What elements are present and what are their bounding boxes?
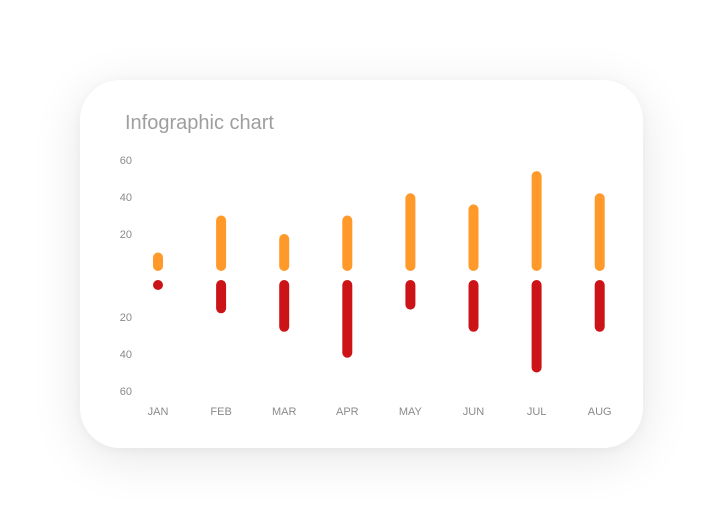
lower-tick-label: 20 [120,312,132,324]
lower-series-bars [153,280,605,373]
upper-bar [468,204,479,271]
month-label: JAN [148,406,169,418]
lower-bar [216,280,227,314]
upper-bar [153,252,163,271]
lower-bar [468,280,479,332]
month-label: JUN [463,406,484,418]
upper-tick-label: 20 [120,229,132,241]
lower-bar [342,280,353,358]
upper-bar [405,193,416,271]
lower-bar [153,280,163,290]
month-label: AUG [588,406,612,418]
upper-tick-label: 60 [120,155,132,167]
month-label: APR [336,406,359,418]
lower-tick-label: 60 [120,386,132,398]
upper-bar [279,234,290,271]
lower-axis-ticks: 20 40 60 [120,312,132,398]
lower-bar [531,280,542,373]
x-axis-labels: JAN FEB MAR APR MAY JUN JUL AUG [148,406,612,418]
infographic-chart: 60 40 20 20 40 60 JAN FEB MAR APR MAY JUN JUL AUG [120,155,612,418]
upper-bar [531,171,542,271]
lower-bar [279,280,290,332]
upper-axis-ticks: 60 40 20 [120,155,132,241]
chart-title: Infographic chart [125,112,274,134]
month-label: MAR [272,406,297,418]
lower-bar [405,280,416,310]
month-label: FEB [210,406,231,418]
upper-series-bars [153,171,605,271]
upper-tick-label: 40 [120,192,132,204]
lower-bar [594,280,605,332]
month-label: JUL [527,406,547,418]
upper-bar [342,215,353,271]
chart-card: Infographic chart 60 40 20 20 40 60 JAN FEB MA… [80,80,643,448]
lower-tick-label: 40 [120,349,132,361]
upper-bar [594,193,605,271]
upper-bar [216,215,227,271]
month-label: MAY [399,406,423,418]
